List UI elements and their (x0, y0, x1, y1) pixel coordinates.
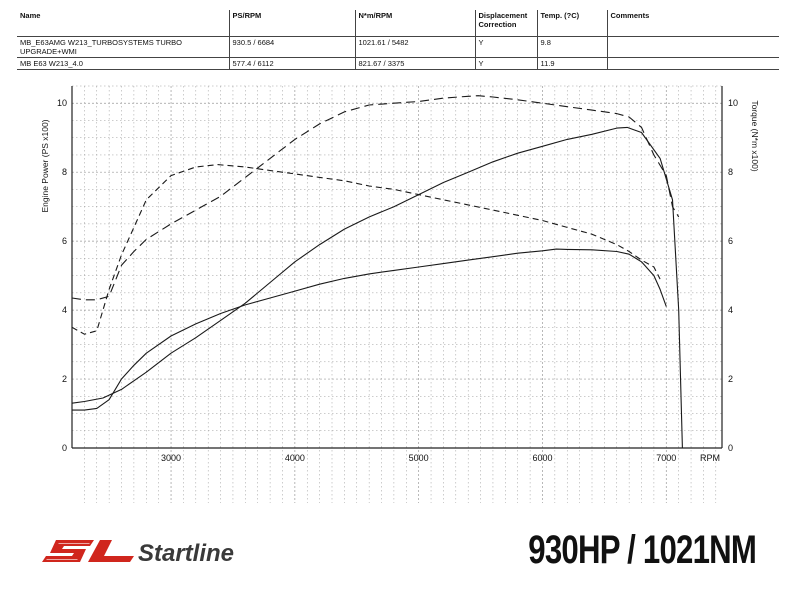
table-cell-name: MB_E63AMG W213_TURBOSYSTEMS TURBO UPGRAD… (17, 36, 230, 58)
table-cell-torque: 821.67 / 3375 (355, 57, 476, 70)
table-cell-comments (607, 57, 779, 70)
headline: 930HP / 1021NM (528, 528, 757, 572)
x-tick-label: 6000 (532, 453, 552, 463)
series-line-3 (71, 95, 680, 301)
table-row: MB_E63AMG W213_TURBOSYSTEMS TURBO UPGRAD… (17, 36, 779, 58)
y-tick-label-left: 0 (62, 443, 67, 453)
table-header-comments: Comments (607, 10, 779, 37)
x-axis-label: RPM (700, 453, 720, 463)
y-tick-label-right: 0 (728, 443, 733, 453)
table-cell-power: 577.4 / 6112 (229, 57, 356, 70)
y-tick-label-left: 10 (57, 98, 67, 108)
table-row: MB E63 W213_4.0 577.4 / 6112 821.67 / 33… (17, 57, 779, 70)
table-cell-name: MB E63 W213_4.0 (17, 57, 230, 70)
y-tick-label-right: 4 (728, 305, 733, 315)
table-cell-power: 930.5 / 6684 (229, 36, 356, 58)
chart-axes: 0 0 2 2 4 4 6 6 8 8 10 10 3000 4000 5000 6000 7000 (57, 86, 738, 463)
series-line-1 (71, 126, 683, 449)
table-header-displacement: Displacement Correction (475, 10, 538, 37)
table-header-name: Name (17, 10, 230, 37)
x-tick-label: 7000 (656, 453, 676, 463)
y-tick-label-left: 6 (62, 236, 67, 246)
chart-series-group (71, 95, 683, 449)
table-cell-temp: 9.8 (537, 36, 608, 58)
results-table: Name PS/RPM N*m/RPM Displacement Correct… (17, 10, 779, 70)
y-tick-label-left: 8 (62, 167, 67, 177)
y-tick-label-right: 10 (728, 98, 738, 108)
table-cell-comments (607, 36, 779, 58)
x-tick-label: 5000 (409, 453, 429, 463)
sl-monogram (42, 540, 134, 562)
x-tick-label: 4000 (285, 453, 305, 463)
series-line-2 (72, 248, 667, 411)
table-cell-torque: 1021.61 / 5482 (355, 36, 476, 58)
y-tick-label-right: 8 (728, 167, 733, 177)
x-tick-label: 3000 (161, 453, 181, 463)
chart-grid (72, 85, 722, 503)
brand-wordmark: Startline (138, 540, 234, 567)
y-tick-label-right: 2 (728, 374, 733, 384)
table-header-temp: Temp. (?C) (537, 10, 608, 37)
table-header-power: PS/RPM (229, 10, 356, 37)
table-cell-displacement: Y (475, 36, 538, 58)
y-axis-label-left: Engine Power (PS x100) (40, 119, 50, 212)
y-tick-label-left: 4 (62, 305, 67, 315)
startline-logo: Startline (42, 540, 234, 567)
y-axis-label-right: Torque (N*m x100) (750, 100, 760, 172)
table-header-torque: N*m/RPM (355, 10, 476, 37)
table-header-row: Name PS/RPM N*m/RPM Displacement Correct… (17, 10, 779, 37)
table-cell-displacement: Y (475, 57, 538, 70)
y-tick-label-left: 2 (62, 374, 67, 384)
dyno-chart: 0 0 2 2 4 4 6 6 8 8 10 10 3000 4000 5000 6000 7000 Engin… (40, 85, 760, 503)
y-tick-label-right: 6 (728, 236, 733, 246)
table-cell-temp: 11.9 (537, 57, 608, 70)
series-line-4 (71, 164, 661, 335)
